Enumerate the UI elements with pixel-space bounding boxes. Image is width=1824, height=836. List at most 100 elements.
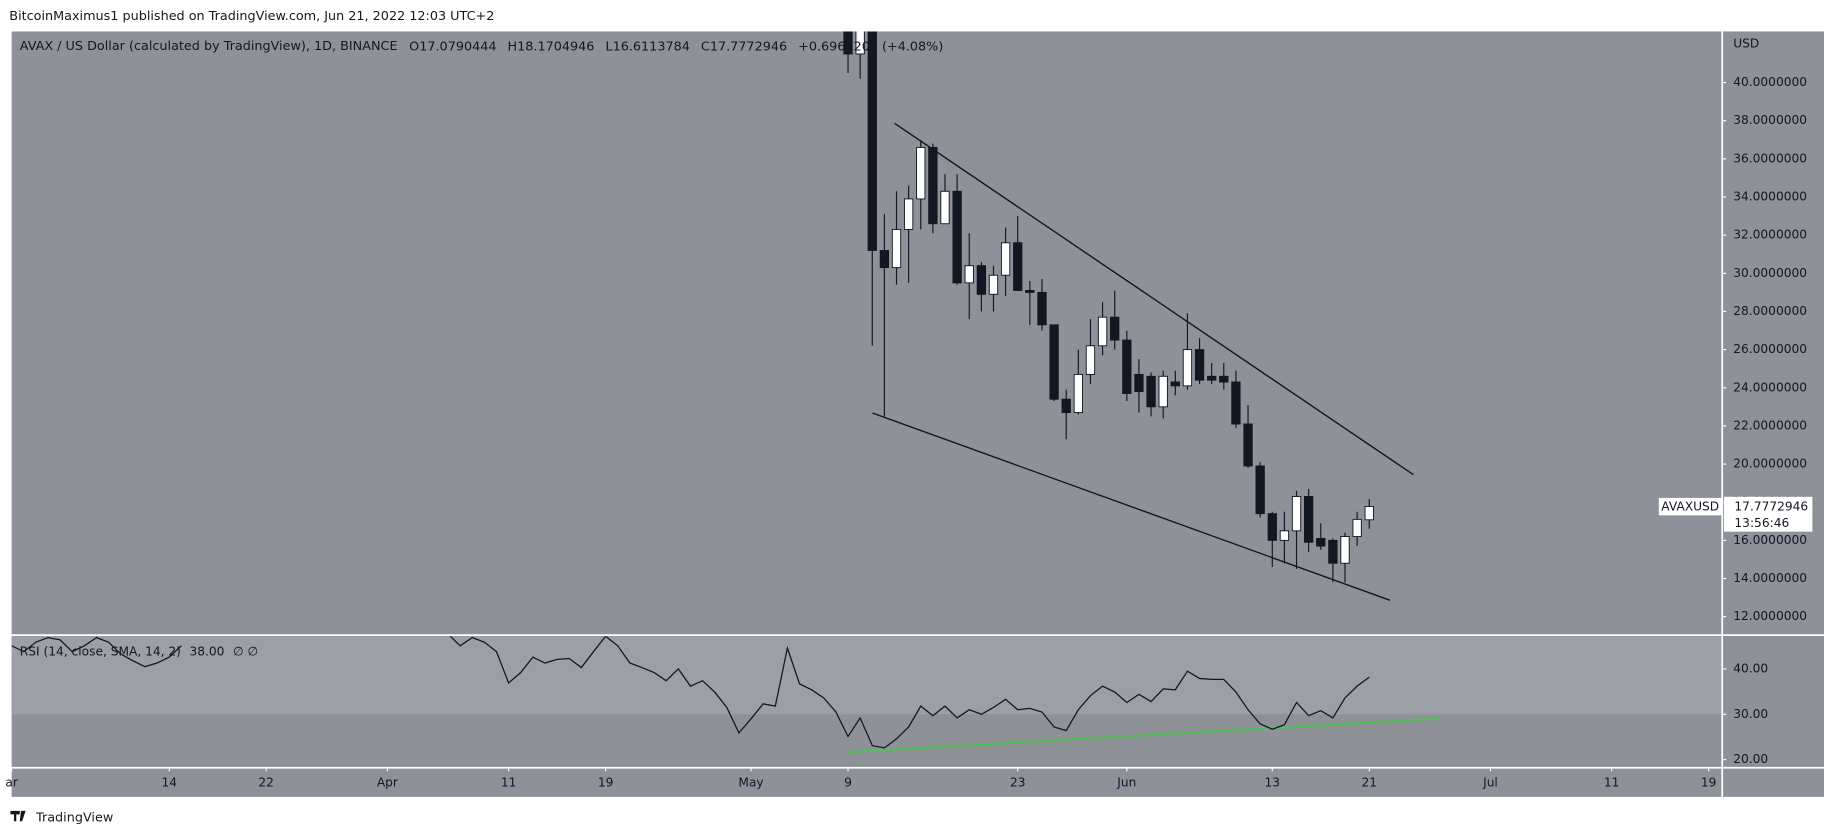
rsi-band (11, 636, 1722, 715)
change-value: +0.6961202 (+4.08%) (798, 39, 943, 54)
candle-body (1037, 291, 1047, 326)
candle-body (1013, 242, 1023, 291)
legend: AVAX / US Dollar (calculated by TradingV… (20, 37, 1760, 658)
candle-body (1364, 505, 1374, 521)
candle-body (1000, 242, 1011, 276)
candle-body (1243, 423, 1253, 467)
candle-body (891, 228, 902, 269)
x-tick-label: 23 (1010, 775, 1026, 789)
x-tick-label: 9 (844, 775, 852, 789)
candle-body (964, 265, 974, 284)
candle-body (1340, 536, 1350, 564)
candle-body (879, 249, 890, 269)
candle-body (952, 190, 962, 284)
candle-body (1255, 465, 1265, 515)
y-tick-label: 32.0000000 (1733, 228, 1807, 242)
candle-body (1279, 530, 1290, 541)
x-tick-label: 11 (501, 775, 517, 789)
ohlc-label: O (409, 39, 419, 54)
support-line (872, 412, 1391, 601)
y-tick-label: 14.0000000 (1733, 571, 1807, 585)
candle-body (1316, 537, 1326, 547)
candle-body (1122, 339, 1132, 394)
candle-body (1170, 381, 1180, 387)
candle-body (1134, 373, 1144, 393)
x-tick-label: Jun (1116, 775, 1136, 789)
candle-body (988, 274, 999, 295)
candle-body (903, 198, 914, 230)
candle-body (1328, 539, 1338, 564)
ohlc-label: H (508, 39, 518, 54)
symbol-name: AVAX / US Dollar (calculated by TradingV… (20, 39, 398, 54)
candle-body (1146, 375, 1156, 408)
y-tick-label: 40.0000000 (1733, 75, 1807, 89)
candle-body (940, 190, 950, 225)
y-tick-label: 12.0000000 (1733, 609, 1807, 623)
ohlc-label: L (605, 39, 613, 54)
rsi-line (11, 636, 1370, 749)
y-tick-label: 20.0000000 (1733, 457, 1807, 471)
candle-body (1303, 496, 1314, 543)
rsi-pane (11, 636, 1441, 754)
candle-body (1110, 316, 1120, 341)
x-tick-label: 11 (1604, 775, 1620, 789)
x-tick-label: 21 (1361, 775, 1377, 789)
candle-body (1025, 290, 1035, 293)
x-tick-label: 13 (1265, 775, 1281, 789)
symbol-tag-box (1658, 497, 1722, 516)
candle-body (976, 265, 987, 295)
candle-body (843, 31, 853, 55)
candle-body (1194, 349, 1205, 381)
y-tick-label: 28.0000000 (1733, 304, 1807, 318)
ohlc-value: 18.1704946 (517, 39, 594, 54)
x-tick-label: 14 (161, 775, 177, 789)
countdown: 13:56:46 (1734, 516, 1789, 530)
currency-label: USD (1733, 37, 1759, 51)
candle-body (1049, 324, 1059, 400)
publisher-line: BitcoinMaximus1 published on TradingView… (9, 9, 494, 24)
candle-body (916, 146, 926, 200)
y-tick-label: 26.0000000 (1733, 342, 1807, 356)
candle-body (1267, 513, 1277, 541)
y-tick-label: 20.00 (1733, 752, 1768, 766)
candle-body (855, 31, 865, 55)
footer: TradingView (10, 810, 113, 825)
y-tick-label: 38.0000000 (1733, 113, 1807, 127)
x-tick-label: Jul (1482, 775, 1498, 789)
rsi-extras: ∅ ∅ (233, 644, 258, 658)
rsi-title: RSI (14, close, SMA, 14, 2) 38.00 ∅ ∅ (20, 644, 258, 658)
candle-body (1182, 349, 1193, 387)
resistance-line (894, 122, 1414, 476)
candle-body (1073, 373, 1083, 414)
x-tick-label: 19 (598, 775, 614, 789)
candle-body (1097, 316, 1108, 347)
y-tick-label: 30.00 (1733, 707, 1768, 721)
price-pane (843, 31, 1414, 601)
y-tick-label: 24.0000000 (1733, 380, 1807, 394)
y-tick-label: 40.00 (1733, 661, 1768, 675)
candle-body (1085, 345, 1096, 375)
candle-body (1231, 381, 1241, 425)
brand-name: TradingView (35, 810, 113, 825)
price-tag-box (1723, 496, 1813, 532)
price-tag-value: 17.7772946 (1734, 500, 1808, 514)
y-tick-label: 36.0000000 (1733, 151, 1807, 165)
brand-logo (10, 810, 26, 822)
ohlc-values: O17.0790444 H18.1704946 L16.6113784 C17.… (409, 39, 943, 54)
y-tick-label: 16.0000000 (1733, 533, 1807, 547)
x-tick-label: ar (5, 775, 18, 789)
y-tick-label: 30.0000000 (1733, 266, 1807, 280)
rsi-last-value: 38.00 (189, 644, 224, 658)
candle-body (867, 31, 877, 251)
y-tick-label: 22.0000000 (1733, 418, 1807, 432)
candle-body (1158, 375, 1168, 408)
rsi-trend-line (846, 718, 1441, 754)
ohlc-value: 17.0790444 (419, 39, 496, 54)
ohlc-label: C (701, 39, 710, 54)
x-tick-label: Apr (377, 775, 399, 789)
symbol-tag: AVAXUSD (1661, 500, 1719, 514)
x-tick-label: 22 (258, 775, 274, 789)
ohlc-value: 17.7772946 (710, 39, 787, 54)
candle-body (928, 146, 938, 225)
